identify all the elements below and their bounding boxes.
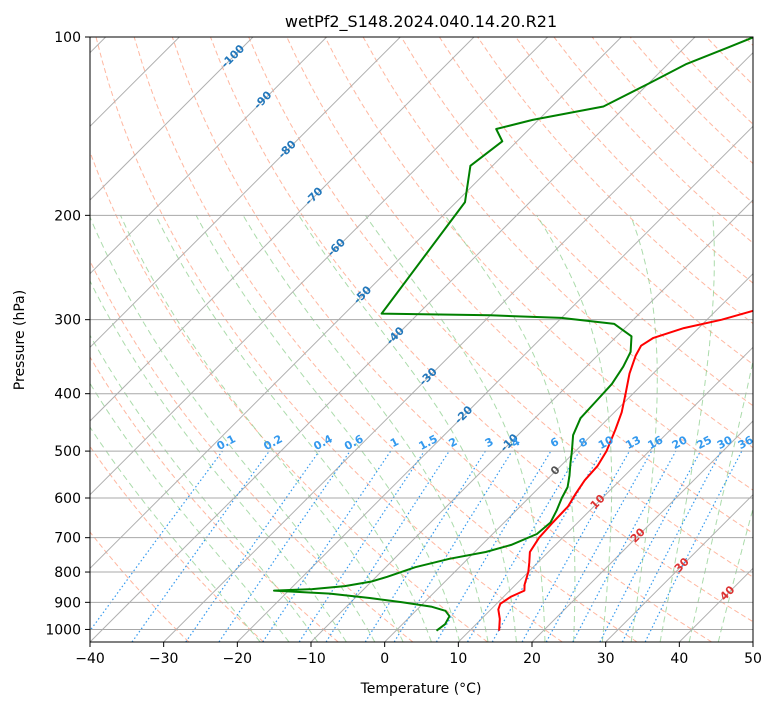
- x-tick-label: 10: [449, 651, 467, 667]
- y-tick-label: 600: [54, 491, 81, 507]
- y-tick-label: 800: [54, 565, 81, 581]
- y-tick-label: 200: [54, 208, 81, 224]
- x-tick-label: −30: [149, 651, 179, 667]
- x-tick-label: 40: [670, 651, 688, 667]
- y-tick-label: 500: [54, 444, 81, 460]
- x-axis-label: Temperature (°C): [360, 681, 482, 697]
- chart-title: wetPf2_S148.2024.040.14.20.R21: [285, 12, 557, 32]
- y-tick-label: 300: [54, 313, 81, 329]
- x-tick-label: −20: [223, 651, 253, 667]
- y-tick-label: 400: [54, 387, 81, 403]
- y-tick-label: 900: [54, 595, 81, 611]
- x-tick-label: −10: [296, 651, 326, 667]
- y-tick-label: 1000: [45, 622, 81, 638]
- x-tick-label: 50: [744, 651, 762, 667]
- y-tick-label: 700: [54, 531, 81, 547]
- x-tick-label: −40: [75, 651, 105, 667]
- y-axis-label: Pressure (hPa): [12, 290, 28, 390]
- x-tick-label: 30: [597, 651, 615, 667]
- x-tick-label: 20: [523, 651, 541, 667]
- y-tick-label: 100: [54, 30, 81, 46]
- x-tick-label: 0: [380, 651, 389, 667]
